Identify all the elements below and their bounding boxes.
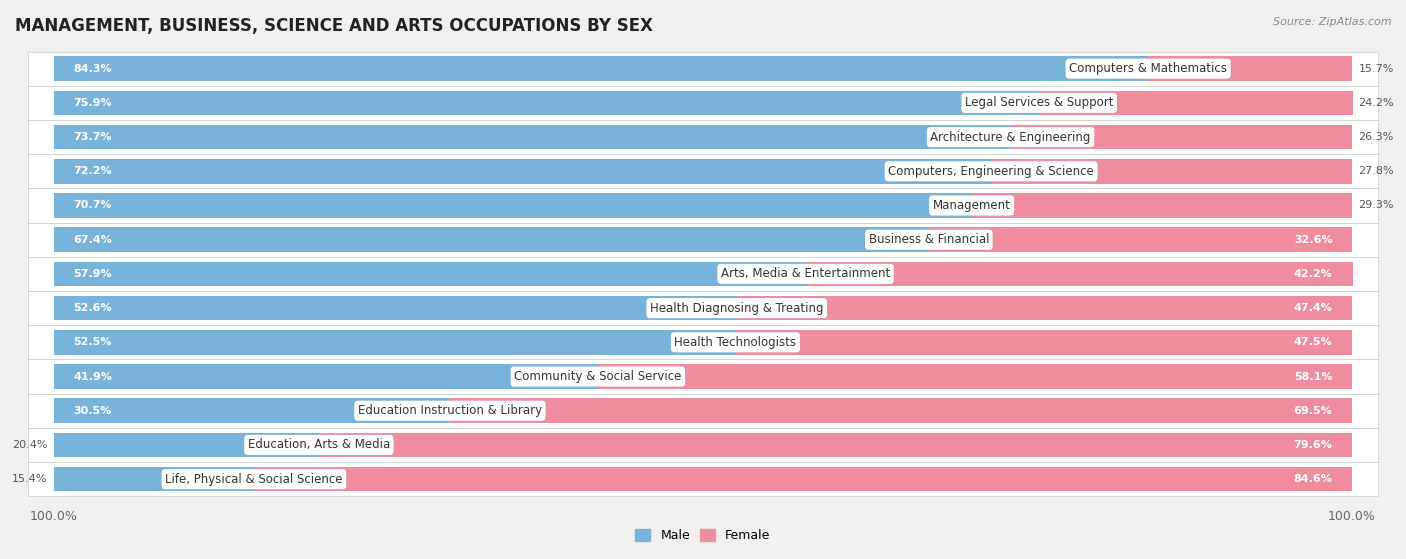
Bar xyxy=(28,257,1378,291)
Text: 73.7%: 73.7% xyxy=(73,132,112,142)
Text: 42.2%: 42.2% xyxy=(1294,269,1333,279)
Text: 32.6%: 32.6% xyxy=(1294,235,1333,245)
Bar xyxy=(28,291,1378,325)
Text: 57.9%: 57.9% xyxy=(73,269,112,279)
Bar xyxy=(254,467,1353,491)
Text: Education, Arts & Media: Education, Arts & Media xyxy=(247,438,389,452)
Legend: Male, Female: Male, Female xyxy=(630,524,776,547)
Bar xyxy=(28,325,1378,359)
Text: 84.3%: 84.3% xyxy=(73,64,112,74)
Bar xyxy=(53,262,806,286)
Text: 84.6%: 84.6% xyxy=(1294,474,1333,484)
Text: 41.9%: 41.9% xyxy=(73,372,112,382)
Text: 30.5%: 30.5% xyxy=(73,406,112,416)
Bar xyxy=(929,228,1353,252)
Text: MANAGEMENT, BUSINESS, SCIENCE AND ARTS OCCUPATIONS BY SEX: MANAGEMENT, BUSINESS, SCIENCE AND ARTS O… xyxy=(14,17,652,35)
Bar xyxy=(598,364,1353,389)
Bar xyxy=(28,154,1378,188)
Bar xyxy=(53,364,598,389)
Text: Health Technologists: Health Technologists xyxy=(675,336,796,349)
Bar xyxy=(53,125,1011,149)
Bar xyxy=(28,359,1378,394)
Bar xyxy=(53,467,254,491)
Bar xyxy=(1149,56,1353,81)
Bar xyxy=(735,330,1353,354)
Text: Legal Services & Support: Legal Services & Support xyxy=(965,96,1114,110)
Bar xyxy=(1039,91,1353,115)
Text: 29.3%: 29.3% xyxy=(1358,201,1393,211)
Text: Architecture & Engineering: Architecture & Engineering xyxy=(931,131,1091,144)
Text: 52.6%: 52.6% xyxy=(73,303,112,313)
Text: Community & Social Service: Community & Social Service xyxy=(515,370,682,383)
Text: 26.3%: 26.3% xyxy=(1358,132,1393,142)
Bar xyxy=(28,222,1378,257)
Text: 58.1%: 58.1% xyxy=(1294,372,1333,382)
Bar xyxy=(53,56,1149,81)
Text: Management: Management xyxy=(932,199,1011,212)
Text: 69.5%: 69.5% xyxy=(1294,406,1333,416)
Text: Computers, Engineering & Science: Computers, Engineering & Science xyxy=(889,165,1094,178)
Bar xyxy=(53,399,450,423)
Text: 47.4%: 47.4% xyxy=(1294,303,1333,313)
Bar xyxy=(53,193,972,218)
Bar xyxy=(806,262,1353,286)
Bar xyxy=(53,91,1039,115)
Text: 75.9%: 75.9% xyxy=(73,98,112,108)
Bar xyxy=(28,120,1378,154)
Text: Computers & Mathematics: Computers & Mathematics xyxy=(1069,62,1227,75)
Text: 72.2%: 72.2% xyxy=(73,166,112,176)
Bar xyxy=(319,433,1353,457)
Text: Business & Financial: Business & Financial xyxy=(869,233,988,246)
Text: 67.4%: 67.4% xyxy=(73,235,112,245)
Bar xyxy=(28,86,1378,120)
Bar xyxy=(737,296,1353,320)
Text: Arts, Media & Entertainment: Arts, Media & Entertainment xyxy=(721,267,890,281)
Bar xyxy=(53,228,929,252)
Bar xyxy=(28,188,1378,222)
Bar xyxy=(53,296,737,320)
Bar xyxy=(28,462,1378,496)
Text: 79.6%: 79.6% xyxy=(1294,440,1333,450)
Bar xyxy=(28,51,1378,86)
Bar xyxy=(450,399,1353,423)
Bar xyxy=(28,428,1378,462)
Text: Life, Physical & Social Science: Life, Physical & Social Science xyxy=(165,473,343,486)
Bar xyxy=(1011,125,1353,149)
Text: 47.5%: 47.5% xyxy=(1294,337,1333,347)
Bar xyxy=(28,394,1378,428)
Text: 52.5%: 52.5% xyxy=(73,337,112,347)
Text: 70.7%: 70.7% xyxy=(73,201,112,211)
Text: 15.7%: 15.7% xyxy=(1358,64,1393,74)
Bar xyxy=(991,159,1353,183)
Bar xyxy=(972,193,1353,218)
Text: 15.4%: 15.4% xyxy=(13,474,48,484)
Bar xyxy=(53,330,735,354)
Text: Source: ZipAtlas.com: Source: ZipAtlas.com xyxy=(1274,17,1392,27)
Text: 20.4%: 20.4% xyxy=(13,440,48,450)
Bar xyxy=(53,159,991,183)
Bar xyxy=(53,433,319,457)
Text: Education Instruction & Library: Education Instruction & Library xyxy=(359,404,541,417)
Text: 27.8%: 27.8% xyxy=(1358,166,1393,176)
Text: Health Diagnosing & Treating: Health Diagnosing & Treating xyxy=(650,302,824,315)
Text: 24.2%: 24.2% xyxy=(1358,98,1393,108)
